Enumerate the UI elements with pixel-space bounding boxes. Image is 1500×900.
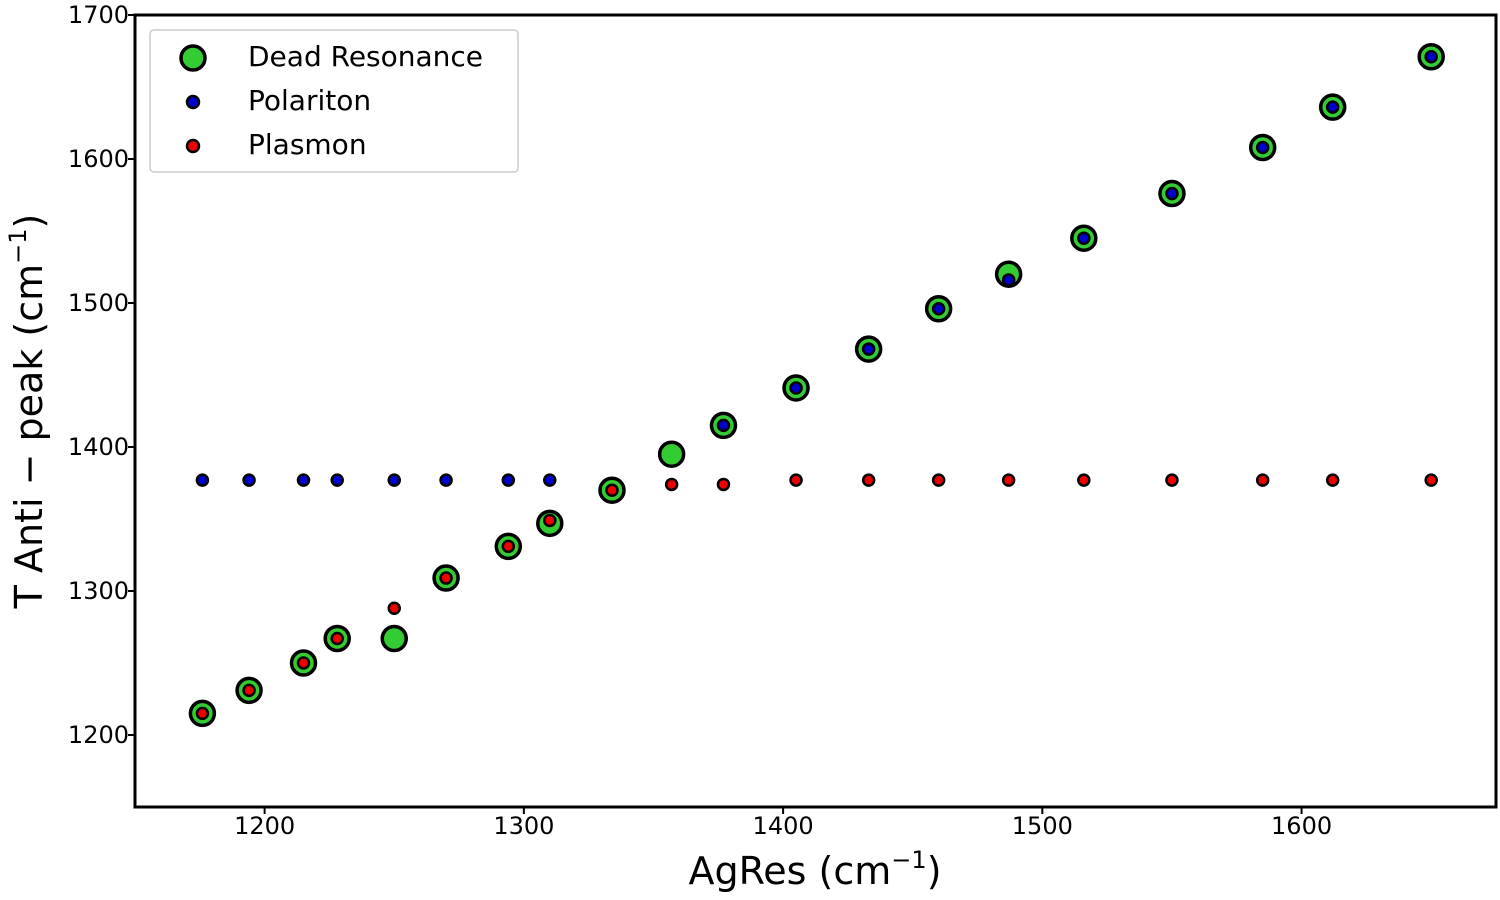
plasmon-point: [387, 601, 401, 616]
plasmon-point: [242, 683, 256, 698]
x-axis-label-superscript: −1: [891, 846, 926, 874]
polariton-point: [931, 302, 946, 316]
plasmon-point: [1077, 473, 1091, 487]
plasmon-point: [1325, 473, 1340, 487]
polariton-point: [861, 342, 876, 356]
x-axis-label: AgRes (cm−1): [688, 846, 941, 893]
x-tick-label: 1400: [753, 812, 814, 840]
plasmon-point: [195, 706, 210, 721]
data-markers: [188, 43, 1445, 728]
plasmon-point: [501, 539, 516, 554]
x-axis-ticks: 1200 1300 1400 1500 1600: [234, 807, 1332, 840]
polariton-point: [296, 473, 311, 487]
polariton-point: [1255, 140, 1270, 155]
y-tick-label: 1600: [68, 145, 129, 173]
x-tick-label: 1200: [234, 812, 295, 840]
legend-marker-dead-resonance: [179, 44, 207, 72]
polariton-point: [1165, 186, 1179, 201]
dead-resonance-point: [380, 624, 408, 653]
plasmon-point: [789, 473, 803, 487]
polariton-point: [387, 473, 401, 487]
polariton-point: [1424, 50, 1438, 64]
legend-label-polariton: Polariton: [248, 84, 371, 117]
y-tick-label: 1400: [68, 433, 129, 461]
polariton-point: [439, 473, 453, 487]
polariton-point: [789, 381, 803, 395]
y-axis-label-superscript: −1: [4, 229, 32, 264]
plasmon-point: [664, 477, 679, 492]
polariton-point: [1325, 100, 1340, 114]
y-tick-label: 1200: [68, 721, 129, 749]
x-tick-label: 1300: [493, 812, 554, 840]
y-axis-label-tail: ): [7, 214, 51, 229]
polariton-point: [716, 418, 731, 433]
plasmon-point: [296, 656, 311, 670]
legend-label-dead-resonance: Dead Resonance: [248, 40, 483, 73]
polariton-point: [1001, 273, 1016, 287]
dead-resonance-point: [657, 440, 686, 468]
x-axis-label-tail: ): [927, 849, 942, 893]
legend-marker-polariton: [185, 94, 201, 110]
plasmon-point: [1255, 473, 1270, 487]
polariton-point: [330, 473, 344, 487]
polariton-point: [1077, 231, 1091, 245]
plasmon-point: [330, 631, 344, 646]
plasmon-point: [605, 483, 619, 497]
legend: Dead Resonance Polariton Plasmon: [149, 29, 519, 173]
x-tick-label: 1600: [1271, 812, 1332, 840]
plasmon-point: [861, 473, 876, 487]
y-axis-label: T Anti − peak (cm−1): [4, 214, 51, 610]
plasmon-point: [931, 473, 946, 487]
polariton-point: [242, 473, 256, 487]
y-axis-ticks: 1200 1300 1400 1500 1600 1700: [68, 1, 135, 749]
legend-marker-plasmon: [185, 138, 201, 154]
plasmon-point: [1165, 473, 1179, 487]
plasmon-point: [543, 513, 557, 528]
polariton-point: [501, 473, 516, 487]
plot-frame: [133, 13, 1498, 809]
y-tick-label: 1500: [68, 289, 129, 317]
polariton-point: [543, 473, 557, 487]
polariton-point: [195, 473, 210, 487]
plasmon-point: [1001, 473, 1016, 487]
plasmon-point: [439, 571, 453, 585]
y-tick-label: 1700: [68, 1, 129, 29]
plasmon-point: [716, 477, 731, 492]
plasmon-point: [1424, 473, 1438, 487]
y-tick-label: 1300: [68, 577, 129, 605]
x-tick-label: 1500: [1012, 812, 1073, 840]
legend-box: [149, 29, 519, 173]
legend-label-plasmon: Plasmon: [248, 128, 367, 161]
